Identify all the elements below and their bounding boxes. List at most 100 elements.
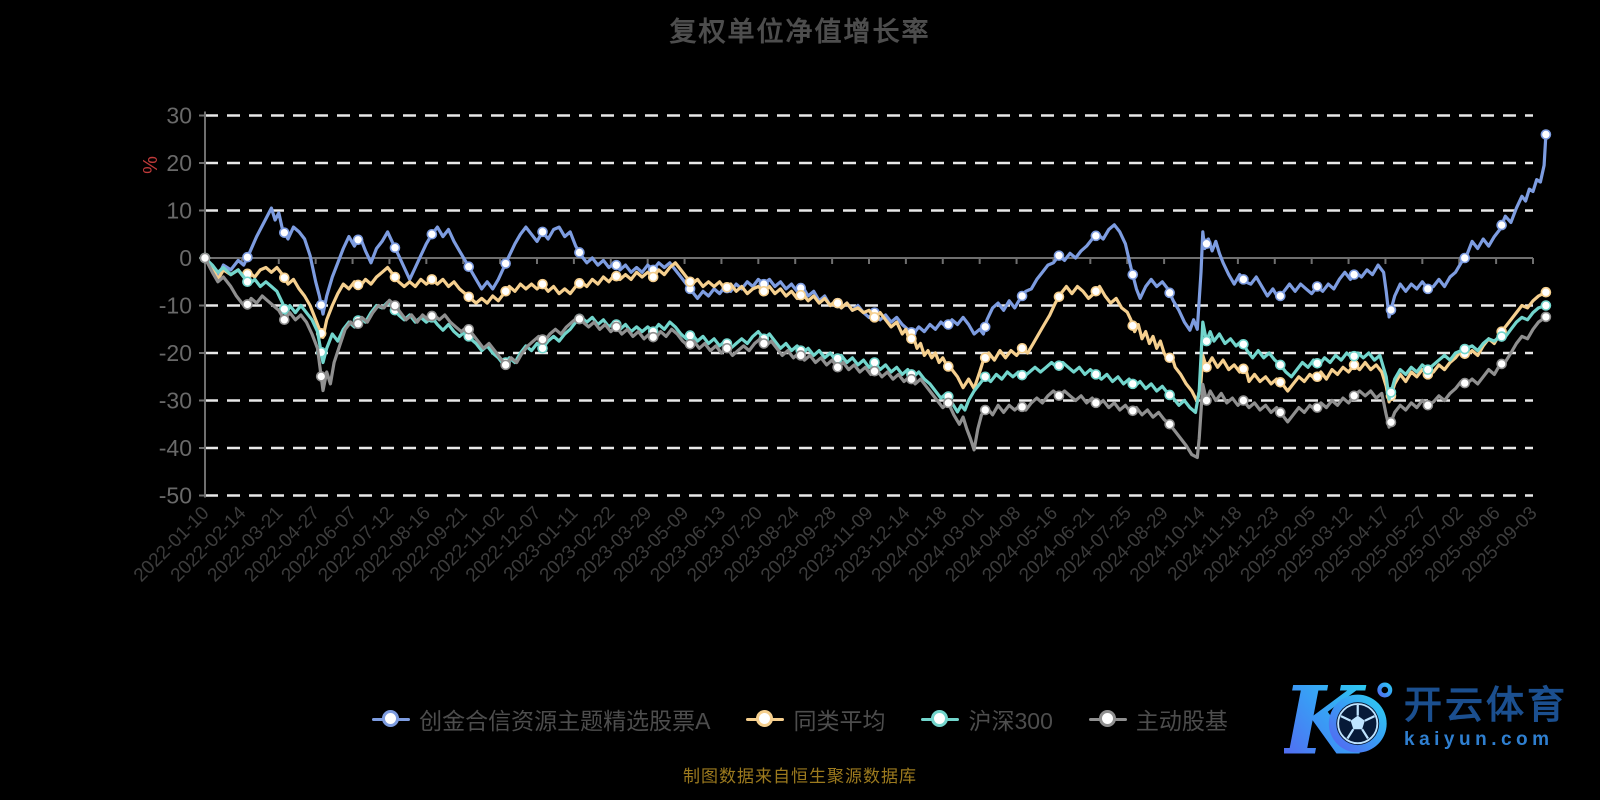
series-marker-3[interactable] — [611, 321, 622, 333]
series-marker-2[interactable] — [1311, 357, 1323, 369]
series-marker-3[interactable] — [1090, 397, 1102, 409]
series-marker-1[interactable] — [537, 278, 548, 290]
series-marker-2[interactable] — [1385, 387, 1397, 398]
series-marker-0[interactable] — [1311, 281, 1323, 292]
series-marker-0[interactable] — [315, 299, 327, 311]
series-marker-2[interactable] — [1127, 378, 1139, 390]
series-marker-2[interactable] — [684, 330, 696, 341]
series-marker-2[interactable] — [1496, 331, 1507, 342]
series-marker-3[interactable] — [1422, 399, 1434, 411]
series-marker-3[interactable] — [1275, 407, 1286, 418]
series-marker-1[interactable] — [1540, 286, 1552, 298]
series-marker-0[interactable] — [426, 228, 438, 240]
series-marker-1[interactable] — [721, 281, 733, 293]
series-marker-3[interactable] — [1127, 405, 1139, 417]
series-marker-3[interactable] — [1348, 390, 1360, 402]
series-marker-3[interactable] — [869, 365, 880, 377]
series-marker-3[interactable] — [979, 404, 991, 416]
series-marker-0[interactable] — [1275, 290, 1286, 302]
series-marker-3[interactable] — [426, 310, 438, 322]
series-marker-0[interactable] — [242, 251, 253, 263]
series-marker-2[interactable] — [1540, 300, 1552, 311]
series-marker-1[interactable] — [979, 352, 991, 364]
series-marker-3[interactable] — [1053, 390, 1065, 402]
series-marker-3[interactable] — [279, 314, 290, 326]
series-marker-1[interactable] — [1016, 342, 1028, 354]
series-marker-3[interactable] — [1496, 358, 1507, 370]
series-marker-3[interactable] — [795, 350, 807, 361]
series-marker-1[interactable] — [1311, 371, 1323, 383]
series-marker-0[interactable] — [1385, 304, 1397, 316]
series-marker-1[interactable] — [1275, 376, 1286, 388]
series-marker-3[interactable] — [1164, 418, 1175, 430]
series-marker-1[interactable] — [1348, 359, 1360, 371]
series-marker-0[interactable] — [352, 234, 364, 246]
legend-item-1[interactable]: 同类平均 — [746, 702, 885, 736]
series-marker-2[interactable] — [242, 276, 253, 288]
series-marker-0[interactable] — [1496, 219, 1507, 231]
series-marker-3[interactable] — [500, 359, 511, 371]
series-marker-3[interactable] — [463, 323, 475, 335]
series-marker-2[interactable] — [1201, 335, 1212, 347]
series-marker-0[interactable] — [500, 258, 511, 269]
series-marker-3[interactable] — [758, 338, 770, 349]
series-line-0[interactable] — [203, 132, 1548, 336]
series-marker-3[interactable] — [721, 342, 733, 354]
series-marker-1[interactable] — [463, 291, 475, 303]
series-marker-1[interactable] — [758, 285, 770, 297]
legend-item-2[interactable]: 沪深300 — [921, 702, 1053, 736]
series-marker-1[interactable] — [684, 276, 696, 288]
series-marker-3[interactable] — [1016, 401, 1028, 413]
series-marker-3[interactable] — [1540, 311, 1552, 323]
series-marker-1[interactable] — [279, 272, 290, 284]
series-marker-2[interactable] — [1090, 369, 1102, 380]
series-marker-0[interactable] — [389, 242, 401, 254]
series-marker-0[interactable] — [574, 247, 585, 258]
series-marker-2[interactable] — [1164, 389, 1175, 401]
series-marker-0[interactable] — [1090, 230, 1102, 242]
series-marker-1[interactable] — [869, 312, 880, 323]
series-marker-1[interactable] — [795, 289, 807, 301]
series-marker-0[interactable] — [1053, 250, 1065, 261]
series-marker-1[interactable] — [943, 361, 954, 372]
series-marker-0[interactable] — [1127, 269, 1139, 280]
series-marker-3[interactable] — [1459, 377, 1471, 389]
series-marker-3[interactable] — [574, 313, 585, 325]
series-marker-1[interactable] — [352, 279, 364, 291]
series-marker-0[interactable] — [1540, 129, 1552, 140]
series-marker-3[interactable] — [1385, 416, 1397, 428]
series-marker-3[interactable] — [352, 318, 364, 330]
series-marker-3[interactable] — [537, 334, 548, 345]
series-marker-0[interactable] — [1348, 269, 1360, 280]
series-marker-0[interactable] — [463, 261, 475, 273]
series-marker-0[interactable] — [279, 227, 290, 238]
series-marker-3[interactable] — [684, 338, 696, 350]
series-marker-2[interactable] — [1275, 359, 1286, 371]
series-marker-1[interactable] — [1127, 320, 1139, 331]
series-marker-0[interactable] — [1164, 287, 1175, 299]
series-marker-3[interactable] — [315, 371, 327, 382]
series-marker-1[interactable] — [389, 271, 401, 283]
series-marker-0[interactable] — [1422, 283, 1434, 295]
series-marker-1[interactable] — [574, 278, 585, 289]
series-marker-2[interactable] — [1348, 350, 1360, 362]
series-marker-3[interactable] — [647, 331, 659, 343]
series-marker-3[interactable] — [199, 252, 211, 264]
series-marker-3[interactable] — [906, 373, 917, 385]
series-marker-1[interactable] — [647, 271, 659, 283]
series-marker-2[interactable] — [1053, 360, 1065, 371]
series-marker-1[interactable] — [906, 333, 917, 345]
series-marker-3[interactable] — [1311, 402, 1323, 413]
series-marker-0[interactable] — [1016, 290, 1028, 302]
series-marker-1[interactable] — [426, 274, 438, 285]
series-marker-0[interactable] — [611, 259, 622, 271]
series-marker-0[interactable] — [943, 319, 954, 330]
series-marker-1[interactable] — [1201, 361, 1212, 373]
series-marker-2[interactable] — [1422, 364, 1434, 375]
series-marker-2[interactable] — [869, 357, 880, 368]
series-marker-1[interactable] — [1053, 291, 1065, 303]
series-marker-3[interactable] — [1201, 395, 1212, 406]
series-marker-2[interactable] — [979, 371, 991, 383]
series-marker-0[interactable] — [979, 321, 991, 333]
series-marker-3[interactable] — [832, 361, 843, 373]
